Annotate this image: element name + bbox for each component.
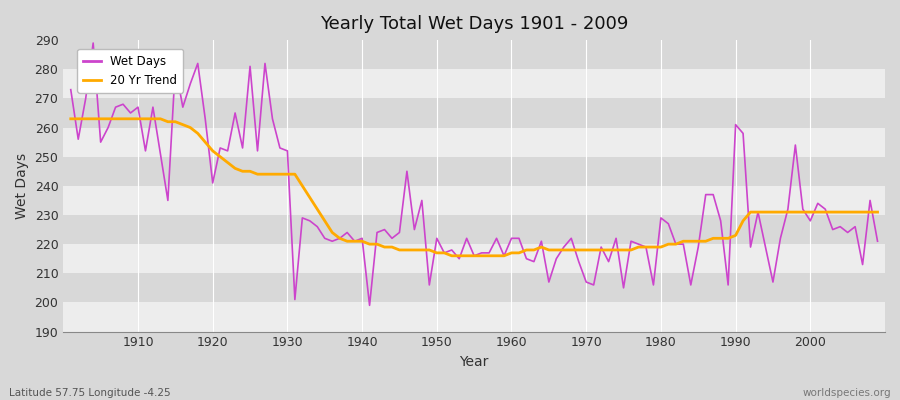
Bar: [63, 186, 885, 215]
Legend: Wet Days, 20 Yr Trend: Wet Days, 20 Yr Trend: [77, 49, 184, 93]
Bar: [63, 244, 885, 273]
Title: Yearly Total Wet Days 1901 - 2009: Yearly Total Wet Days 1901 - 2009: [320, 15, 628, 33]
Bar: [63, 302, 885, 332]
Bar: [63, 128, 885, 157]
Text: worldspecies.org: worldspecies.org: [803, 388, 891, 398]
Text: Latitude 57.75 Longitude -4.25: Latitude 57.75 Longitude -4.25: [9, 388, 171, 398]
Y-axis label: Wet Days: Wet Days: [15, 153, 29, 219]
X-axis label: Year: Year: [460, 355, 489, 369]
Bar: [63, 69, 885, 98]
